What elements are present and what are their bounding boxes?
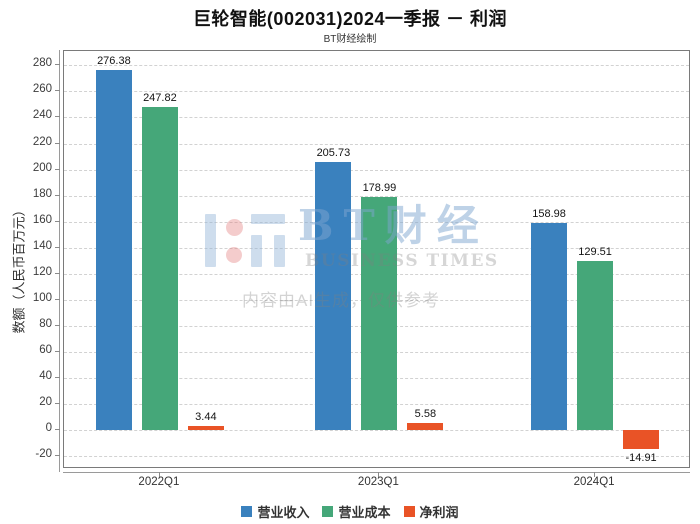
bar-value-label: 158.98 bbox=[532, 207, 566, 220]
bar-value-label: 205.73 bbox=[316, 147, 351, 159]
y-tick-mark bbox=[55, 142, 60, 144]
watermark-brand-cn: BT财经 bbox=[298, 201, 489, 250]
bar-value-label: 247.82 bbox=[143, 92, 177, 105]
y-tick-mark bbox=[55, 428, 60, 430]
y-tick-mark bbox=[55, 116, 60, 118]
y-tick-label: 180 bbox=[32, 187, 52, 200]
y-tick-mark bbox=[55, 168, 60, 170]
y-tick-label: 220 bbox=[32, 135, 52, 148]
grid-line bbox=[64, 91, 689, 93]
legend-label: 营业收入 bbox=[257, 505, 310, 520]
legend-label: 营业成本 bbox=[338, 505, 391, 520]
y-tick-mark bbox=[55, 402, 60, 404]
y-tick-mark bbox=[55, 324, 60, 326]
y-tick-label: 280 bbox=[32, 57, 52, 70]
bar-value-label: 178.99 bbox=[362, 181, 397, 194]
grid-line bbox=[64, 65, 689, 67]
y-tick-mark bbox=[55, 220, 60, 222]
x-tick-mark bbox=[378, 472, 380, 477]
grid-line bbox=[64, 456, 689, 457]
x-tick-mark bbox=[158, 472, 160, 477]
grid-line bbox=[64, 169, 689, 171]
legend-swatch bbox=[322, 506, 334, 517]
y-tick-mark bbox=[55, 376, 60, 378]
x-tick-label: 2022Q1 bbox=[138, 476, 180, 488]
bar bbox=[623, 429, 660, 450]
y-tick-mark bbox=[55, 90, 60, 92]
y-tick-mark bbox=[55, 246, 60, 248]
y-tick-mark bbox=[55, 272, 60, 274]
y-axis-line bbox=[59, 50, 60, 472]
legend-swatch bbox=[403, 506, 415, 517]
y-tick-label: 140 bbox=[32, 239, 52, 252]
watermark-brand-en: BUSINESS TIMES bbox=[305, 251, 499, 271]
bar bbox=[315, 162, 352, 430]
chart-subtitle: BT财经绘制 bbox=[323, 34, 377, 45]
y-tick-label: 60 bbox=[39, 343, 52, 356]
y-tick-label: 240 bbox=[32, 109, 52, 122]
legend: 营业收入 营业成本 净利润 bbox=[0, 502, 700, 521]
bar bbox=[95, 70, 132, 430]
plot-area: 276.38 205.73 158.98 247.82 178.99 129.51 3.44… bbox=[63, 50, 690, 468]
y-tick-label: 80 bbox=[39, 317, 52, 330]
y-tick-label: 260 bbox=[32, 83, 52, 96]
chart-title: 巨轮智能(002031)2024一季报 － 利润 bbox=[192, 9, 508, 29]
y-tick-mark bbox=[55, 194, 60, 196]
y-tick-label: 40 bbox=[39, 369, 52, 382]
x-tick-mark bbox=[594, 472, 596, 477]
y-tick-label: 100 bbox=[32, 291, 52, 304]
legend-label: 净利润 bbox=[419, 505, 459, 520]
y-tick-label: 120 bbox=[32, 265, 52, 278]
bars-layer: 276.38 205.73 158.98 247.82 178.99 129.51 3.44… bbox=[64, 51, 689, 467]
grid-line bbox=[64, 143, 689, 145]
y-tick-mark bbox=[55, 455, 60, 456]
bar bbox=[187, 425, 224, 430]
y-tick-label: -20 bbox=[35, 448, 52, 460]
grid-line bbox=[64, 195, 689, 197]
legend-swatch bbox=[241, 506, 253, 517]
x-tick-label: 2024Q1 bbox=[573, 476, 615, 488]
bar-value-label: 5.58 bbox=[414, 407, 437, 420]
grid-line bbox=[64, 117, 689, 119]
bar bbox=[577, 261, 614, 430]
bar-value-label: 129.51 bbox=[578, 246, 612, 259]
bar bbox=[361, 196, 398, 430]
x-axis-line bbox=[63, 472, 690, 473]
bar-value-label: -14.91 bbox=[625, 452, 657, 465]
watermark-disclaimer: 内容由AI生成，仅供参考 bbox=[242, 291, 441, 310]
legend-item: 营业收入 bbox=[241, 502, 309, 521]
bar bbox=[141, 107, 178, 430]
x-tick-label: 2023Q1 bbox=[357, 476, 399, 488]
y-tick-label: 0 bbox=[45, 421, 52, 434]
y-tick-label: 160 bbox=[32, 213, 52, 226]
legend-item: 净利润 bbox=[403, 502, 459, 521]
bar bbox=[407, 422, 444, 430]
y-tick-mark bbox=[55, 350, 60, 352]
y-tick-label: 200 bbox=[32, 161, 52, 174]
bar-value-label: 276.38 bbox=[97, 55, 131, 67]
y-tick-label: 20 bbox=[39, 395, 52, 408]
grid-line bbox=[64, 429, 689, 431]
bar-value-label: 3.44 bbox=[195, 410, 217, 423]
bar bbox=[531, 222, 568, 430]
y-tick-mark bbox=[55, 298, 60, 300]
legend-item: 营业成本 bbox=[322, 502, 391, 521]
y-tick-mark bbox=[55, 64, 60, 66]
